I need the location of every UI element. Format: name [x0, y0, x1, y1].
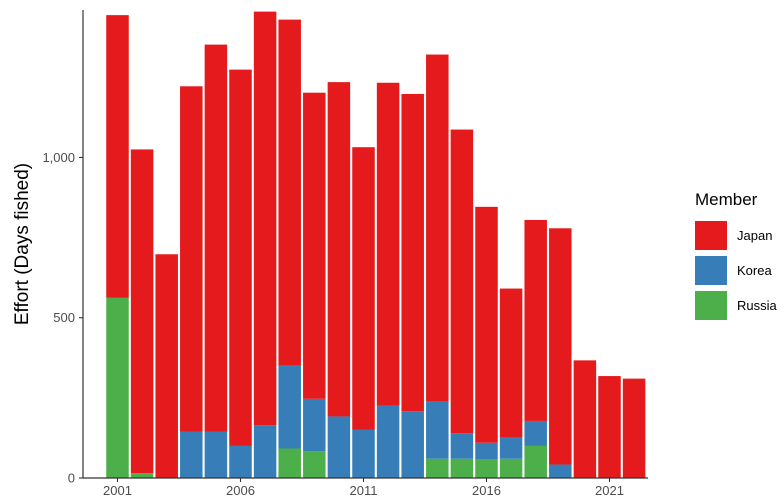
y-axis-title: Effort (Days fished) [12, 163, 33, 325]
legend-title: Member [695, 190, 758, 209]
bar-korea-2016 [475, 442, 498, 460]
bar-russia-2008 [278, 448, 301, 478]
y-tick-label: 500 [53, 310, 75, 325]
bars-group [106, 11, 646, 478]
bar-japan-2010 [327, 82, 351, 417]
y-tick-label: 1,000 [42, 150, 75, 165]
bar-japan-2014 [426, 54, 449, 402]
legend-label: Japan [737, 228, 773, 243]
x-ticks-group: 2001 2006 2011 2016 2021 [103, 478, 624, 497]
legend-label: Korea [737, 263, 772, 278]
legend: Member Japan Korea Russia [695, 190, 777, 323]
bar-japan-2003 [155, 254, 178, 478]
bar-russia-2002 [130, 473, 154, 478]
bar-korea-2018 [524, 420, 547, 446]
bar-japan-2009 [303, 92, 326, 399]
bar-japan-2006 [229, 69, 252, 446]
legend-item-russia: Russia [695, 288, 777, 323]
legend-swatch [695, 256, 727, 285]
bar-korea-2007 [253, 425, 277, 478]
bar-japan-2004 [180, 86, 203, 432]
bar-japan-2017 [499, 288, 523, 438]
bar-korea-2005 [204, 431, 228, 478]
y-ticks-group: 0 500 1,000 [42, 150, 83, 486]
x-tick-label: 2006 [226, 483, 255, 497]
legend-item-korea: Korea [695, 253, 777, 288]
bar-japan-2005 [204, 44, 228, 432]
bar-japan-2018 [524, 219, 547, 421]
legend-swatch [695, 221, 727, 250]
y-tick-label: 0 [68, 471, 75, 486]
bar-korea-2015 [450, 433, 474, 459]
bar-korea-2010 [327, 416, 351, 478]
bar-russia-2014 [426, 458, 449, 478]
bar-korea-2004 [180, 431, 203, 478]
bar-japan-2015 [450, 129, 474, 434]
bar-japan-2019 [549, 228, 572, 465]
bar-korea-2008 [278, 365, 301, 449]
bar-japan-2002 [130, 149, 154, 474]
bar-japan-2022 [622, 378, 646, 478]
legend-label: Russia [737, 298, 777, 313]
bar-russia-2015 [450, 458, 474, 478]
bar-japan-2013 [401, 93, 424, 412]
bar-korea-2014 [426, 401, 449, 459]
legend-swatch [695, 291, 727, 320]
bar-japan-2001 [106, 15, 129, 298]
bar-russia-2016 [475, 459, 498, 478]
bar-japan-2008 [278, 19, 301, 366]
legend-items: Japan Korea Russia [695, 218, 777, 323]
bar-russia-2001 [106, 297, 129, 478]
bar-russia-2017 [499, 458, 523, 478]
x-tick-label: 2001 [103, 483, 132, 497]
x-tick-label: 2011 [350, 483, 378, 497]
bar-japan-2016 [475, 206, 498, 443]
bar-japan-2020 [573, 360, 597, 478]
x-tick-label: 2016 [472, 483, 501, 497]
bar-korea-2009 [303, 398, 326, 452]
bar-korea-2012 [376, 405, 400, 478]
bar-korea-2019 [549, 464, 572, 478]
bar-korea-2011 [352, 429, 375, 478]
bar-korea-2013 [401, 411, 424, 478]
bar-korea-2017 [499, 437, 523, 459]
bar-russia-2009 [303, 451, 326, 478]
bar-japan-2011 [352, 147, 375, 430]
bar-japan-2021 [598, 376, 621, 478]
bar-japan-2007 [253, 11, 277, 426]
bar-russia-2018 [524, 445, 547, 478]
legend-item-japan: Japan [695, 218, 777, 253]
bar-japan-2012 [376, 82, 400, 406]
bar-korea-2006 [229, 445, 252, 478]
x-tick-label: 2021 [595, 483, 624, 497]
